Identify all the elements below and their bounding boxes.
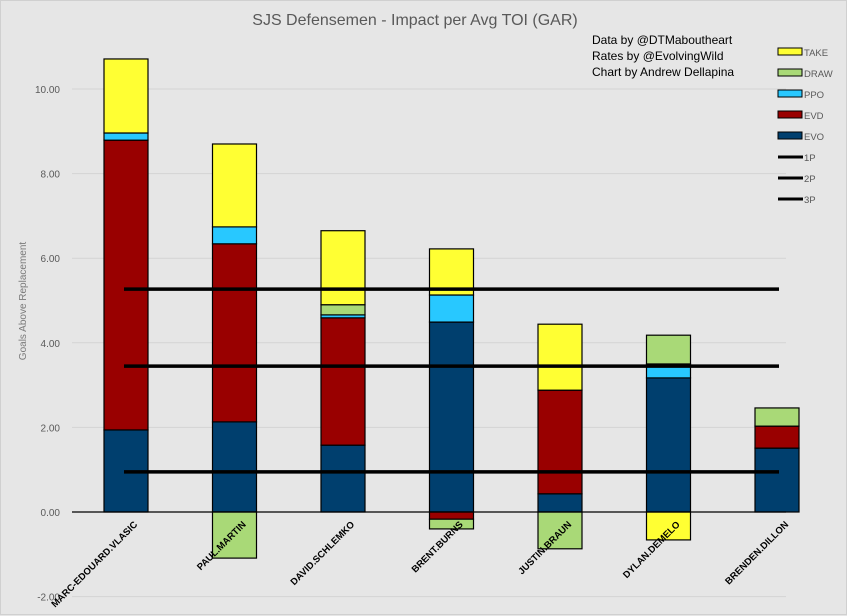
legend-swatch-draw [777, 68, 803, 77]
bar-take [537, 323, 583, 391]
legend-label: PPO [804, 90, 824, 101]
bar-evd [754, 425, 800, 449]
bar-evo [320, 444, 366, 513]
bar-evd [103, 139, 149, 431]
y-tick-label: 10.00 [35, 85, 60, 96]
legend-label: TAKE [804, 48, 828, 59]
x-tick-label: BRENDEN.DILLON [723, 519, 791, 587]
chart-title: SJS Defensemen - Impact per Avg TOI (GAR… [252, 12, 577, 29]
legend-label: EVD [804, 111, 824, 122]
legend-label: 2P [804, 174, 816, 185]
y-tick-label: 2.00 [41, 423, 61, 434]
legend-label: 3P [804, 195, 816, 206]
bar-evo [645, 377, 692, 513]
y-axis-label: Goals Above Replacement [18, 242, 29, 361]
legend-label: DRAW [804, 69, 833, 80]
y-tick-label: -2.00 [37, 593, 60, 604]
bar-draw [537, 511, 583, 550]
legend-label: 1P [804, 153, 816, 164]
bar-ppo [428, 294, 475, 323]
legend: TAKE DRAW PPO EVD EVO 1P 2P 3P [777, 47, 833, 206]
bar-draw [645, 334, 692, 365]
legend-swatch-take [777, 47, 803, 56]
bar-evo [537, 493, 583, 513]
bar-evd [320, 317, 366, 446]
legend-swatch-ppo [777, 89, 803, 98]
bar-ppo [103, 132, 149, 141]
y-tick-label: 8.00 [41, 170, 61, 181]
legend-swatch-evo [777, 131, 803, 140]
bar-take [428, 248, 475, 296]
bar-draw [320, 304, 366, 316]
bar-take [103, 58, 149, 134]
credit-rates: Rates by @EvolvingWild [592, 49, 724, 63]
bar-evd [428, 511, 475, 520]
credit-data: Data by @DTMaboutheart [592, 33, 733, 47]
y-tick-label: 6.00 [41, 254, 61, 265]
y-tick-label: 0.00 [41, 508, 61, 519]
credit-chart: Chart by Andrew Dellapina [592, 65, 734, 79]
legend-label: EVO [804, 132, 824, 143]
legend-swatch-evd [777, 110, 803, 119]
bar-take [645, 511, 692, 541]
bar-evd [537, 389, 583, 495]
bar-evo [211, 421, 258, 513]
y-axis-ticks: -2.00 0.00 2.00 4.00 6.00 8.00 10.00 [35, 85, 60, 604]
bar-evd [211, 243, 258, 423]
x-tick-label: DAVID.SCHLEMKO [289, 519, 357, 587]
reference-lines [124, 287, 779, 474]
bars [103, 58, 800, 559]
y-tick-label: 4.00 [41, 339, 61, 350]
bar-evo [754, 447, 800, 513]
bar-draw [754, 407, 800, 427]
bar-take [320, 230, 366, 306]
bar-draw [428, 518, 475, 530]
bar-draw [211, 511, 258, 559]
bar-take [211, 143, 258, 228]
bar-evo [428, 321, 475, 513]
bar-ppo [211, 226, 258, 245]
